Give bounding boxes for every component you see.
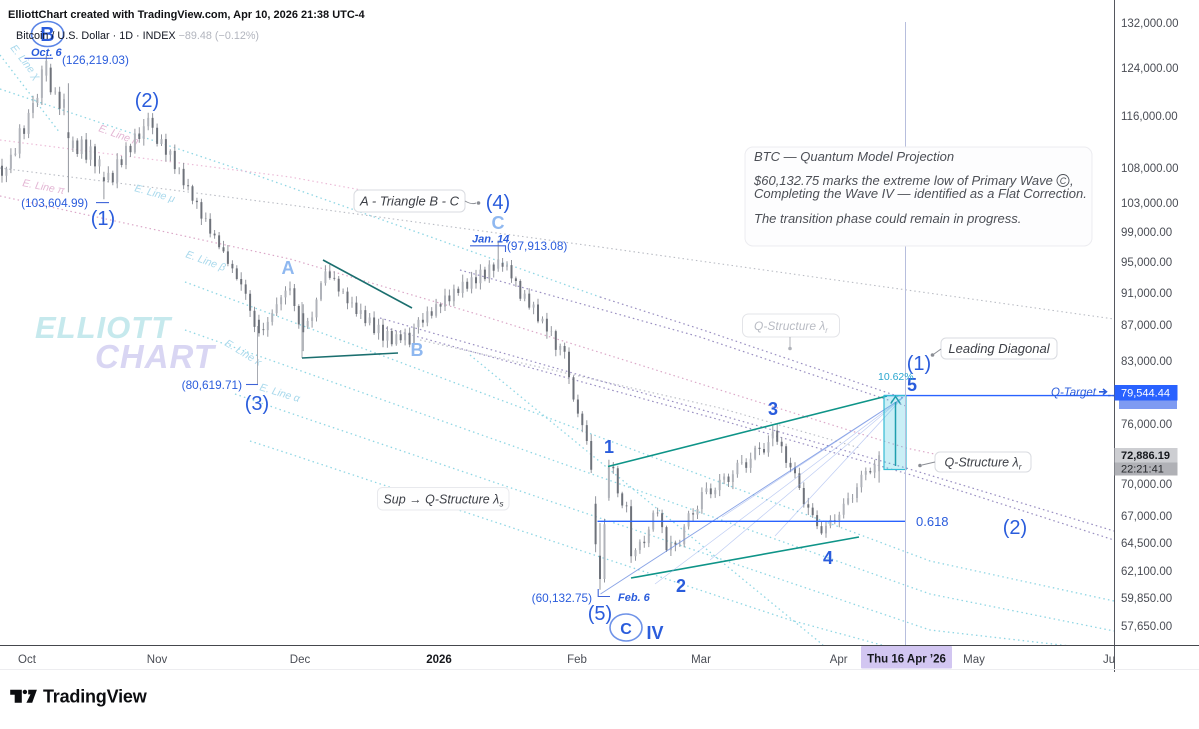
- svg-text:Apr: Apr: [830, 654, 848, 666]
- svg-text:C: C: [492, 213, 505, 233]
- svg-text:May: May: [963, 654, 985, 666]
- svg-text:TradingView: TradingView: [43, 687, 148, 707]
- svg-text:BTC — Quantum Model Projection: BTC — Quantum Model Projection: [754, 149, 954, 164]
- svg-text:62,100.00: 62,100.00: [1121, 566, 1172, 578]
- svg-text:2026: 2026: [426, 654, 452, 666]
- svg-text:91,000.00: 91,000.00: [1121, 288, 1172, 300]
- svg-text:Completing the Wave IV — ident: Completing the Wave IV — identified as a…: [754, 186, 1087, 201]
- svg-text:Nov: Nov: [147, 654, 168, 666]
- svg-text:(3): (3): [245, 393, 269, 415]
- svg-text:Jan. 14: Jan. 14: [472, 234, 509, 246]
- svg-text:22:21:41: 22:21:41: [1121, 464, 1164, 476]
- svg-text:B: B: [411, 340, 424, 360]
- svg-text:57,650.00: 57,650.00: [1121, 621, 1172, 633]
- svg-text:3: 3: [768, 399, 778, 419]
- svg-text:Oct. 6: Oct. 6: [31, 47, 62, 59]
- svg-text:(2): (2): [1003, 517, 1027, 539]
- svg-text:83,000.00: 83,000.00: [1121, 356, 1172, 368]
- svg-text:(2): (2): [135, 90, 159, 112]
- svg-text:59,850.00: 59,850.00: [1121, 593, 1172, 605]
- svg-text:ElliottChart created with Trad: ElliottChart created with TradingView.co…: [8, 9, 365, 21]
- svg-text:87,000.00: 87,000.00: [1121, 320, 1172, 332]
- svg-text:IV: IV: [646, 623, 663, 643]
- svg-text:79,544.44: 79,544.44: [1121, 388, 1170, 400]
- svg-text:(60,132.75): (60,132.75): [532, 591, 592, 605]
- svg-text:108,000.00: 108,000.00: [1121, 163, 1179, 175]
- svg-text:Oct: Oct: [18, 654, 37, 666]
- svg-text:70,000.00: 70,000.00: [1121, 479, 1172, 491]
- svg-text:(1): (1): [907, 353, 931, 375]
- svg-text:A - Triangle B - C: A - Triangle B - C: [359, 194, 460, 209]
- svg-text:10.62%: 10.62%: [878, 371, 914, 383]
- svg-text:B: B: [40, 24, 54, 46]
- svg-text:2: 2: [676, 576, 686, 596]
- svg-text:(97,913.08): (97,913.08): [507, 239, 567, 253]
- svg-text:$60,132.75 marks the extreme l: $60,132.75 marks the extreme low of Prim…: [753, 173, 1053, 188]
- svg-text:(4): (4): [486, 192, 510, 214]
- svg-text:A: A: [282, 258, 295, 278]
- svg-text:Q-Structure λr: Q-Structure λr: [944, 456, 1022, 472]
- svg-text:(5): (5): [588, 603, 612, 625]
- svg-text:72,886.19: 72,886.19: [1121, 450, 1170, 462]
- svg-text:Q-Structure λr: Q-Structure λr: [754, 319, 828, 335]
- svg-text:5: 5: [907, 375, 917, 395]
- svg-text:The transition phase could rem: The transition phase could remain in pro…: [754, 211, 1021, 226]
- svg-text:Feb: Feb: [567, 654, 587, 666]
- svg-text:(126,219.03): (126,219.03): [62, 53, 129, 67]
- svg-text:Thu 16 Apr ’26: Thu 16 Apr ’26: [867, 654, 946, 666]
- svg-text:CHART: CHART: [95, 338, 217, 375]
- svg-text:Mar: Mar: [691, 654, 711, 666]
- svg-text:C: C: [1060, 176, 1067, 186]
- svg-text:67,000.00: 67,000.00: [1121, 511, 1172, 523]
- svg-text:116,000.00: 116,000.00: [1121, 111, 1178, 123]
- svg-text:ELLIOTT: ELLIOTT: [35, 310, 173, 345]
- svg-text:Ju: Ju: [1103, 654, 1115, 666]
- svg-text:124,000.00: 124,000.00: [1121, 63, 1179, 75]
- svg-text:(1): (1): [91, 208, 115, 230]
- svg-text:103,000.00: 103,000.00: [1121, 198, 1179, 210]
- svg-text:95,000.00: 95,000.00: [1121, 257, 1172, 269]
- svg-text:4: 4: [823, 548, 833, 568]
- svg-text:Feb. 6: Feb. 6: [618, 592, 651, 604]
- svg-text:Q-Target: Q-Target: [1051, 387, 1097, 399]
- svg-text:76,000.00: 76,000.00: [1121, 419, 1172, 431]
- svg-text:,: ,: [1070, 173, 1074, 188]
- svg-text:Sup → Q-Structure λs: Sup → Q-Structure λs: [383, 493, 504, 509]
- svg-text:1: 1: [604, 437, 614, 457]
- svg-text:C: C: [620, 621, 632, 638]
- svg-text:(103,604.99): (103,604.99): [21, 196, 88, 210]
- svg-text:Dec: Dec: [290, 654, 311, 666]
- svg-text:Bitcoin / U.S. Dollar · 1D · I: Bitcoin / U.S. Dollar · 1D · INDEX −89.4…: [16, 30, 259, 42]
- svg-text:64,500.00: 64,500.00: [1121, 538, 1172, 550]
- svg-text:132,000.00: 132,000.00: [1121, 18, 1179, 30]
- svg-text:Leading Diagonal: Leading Diagonal: [948, 341, 1050, 356]
- svg-text:99,000.00: 99,000.00: [1121, 227, 1172, 239]
- svg-text:0.618: 0.618: [916, 514, 949, 529]
- svg-text:(80,619.71): (80,619.71): [182, 378, 242, 392]
